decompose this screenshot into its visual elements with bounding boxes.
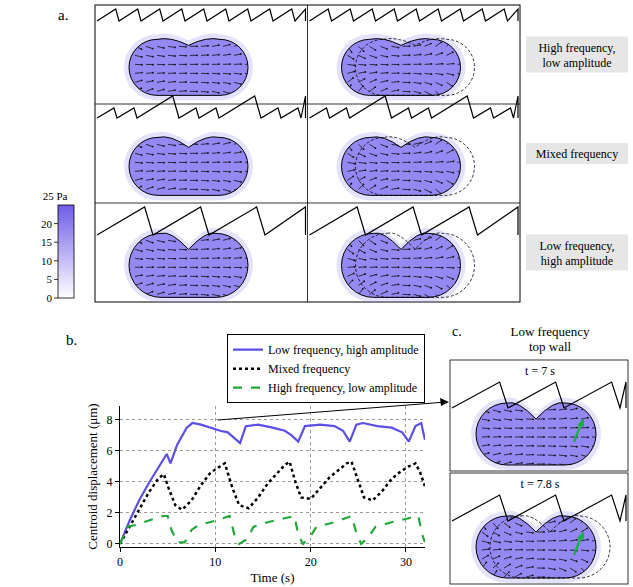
svg-text:20: 20 <box>41 218 53 230</box>
svg-text:low amplitude: low amplitude <box>543 56 612 70</box>
svg-text:5: 5 <box>47 273 53 285</box>
svg-text:Low frequency: Low frequency <box>510 324 590 339</box>
svg-text:c.: c. <box>452 324 462 339</box>
svg-text:25 Pa: 25 Pa <box>43 190 68 202</box>
svg-text:10: 10 <box>41 255 53 267</box>
svg-text:Mixed frequency: Mixed frequency <box>536 147 618 161</box>
svg-text:0: 0 <box>107 537 113 551</box>
svg-text:High frequency,: High frequency, <box>538 41 615 55</box>
svg-text:20: 20 <box>305 555 317 569</box>
svg-text:High frequency, low amplitude: High frequency, low amplitude <box>268 381 417 395</box>
html-text:b.: b. <box>66 332 78 348</box>
svg-text:10: 10 <box>209 555 221 569</box>
svg-text:0: 0 <box>47 292 53 304</box>
svg-text:30: 30 <box>400 555 412 569</box>
svg-text:t = 7.8 s: t = 7.8 s <box>521 477 560 491</box>
svg-text:high amplitude: high amplitude <box>541 254 613 268</box>
svg-text:a.: a. <box>58 7 68 23</box>
svg-text:Centroid displacement (μm): Centroid displacement (μm) <box>85 403 100 549</box>
svg-text:t = 7 s: t = 7 s <box>525 364 555 378</box>
svg-text:Low frequency,: Low frequency, <box>539 239 614 253</box>
svg-text:6: 6 <box>107 444 113 458</box>
svg-text:15: 15 <box>41 236 53 248</box>
svg-text:top wall: top wall <box>529 339 572 354</box>
svg-text:Low frequency, high amplitude: Low frequency, high amplitude <box>268 343 419 357</box>
svg-text:Mixed frequency: Mixed frequency <box>268 362 350 376</box>
svg-text:Time (s): Time (s) <box>251 570 295 585</box>
svg-text:4: 4 <box>107 475 113 489</box>
svg-text:8: 8 <box>107 413 113 427</box>
svg-text:0: 0 <box>117 555 123 569</box>
svg-text:2: 2 <box>107 506 113 520</box>
